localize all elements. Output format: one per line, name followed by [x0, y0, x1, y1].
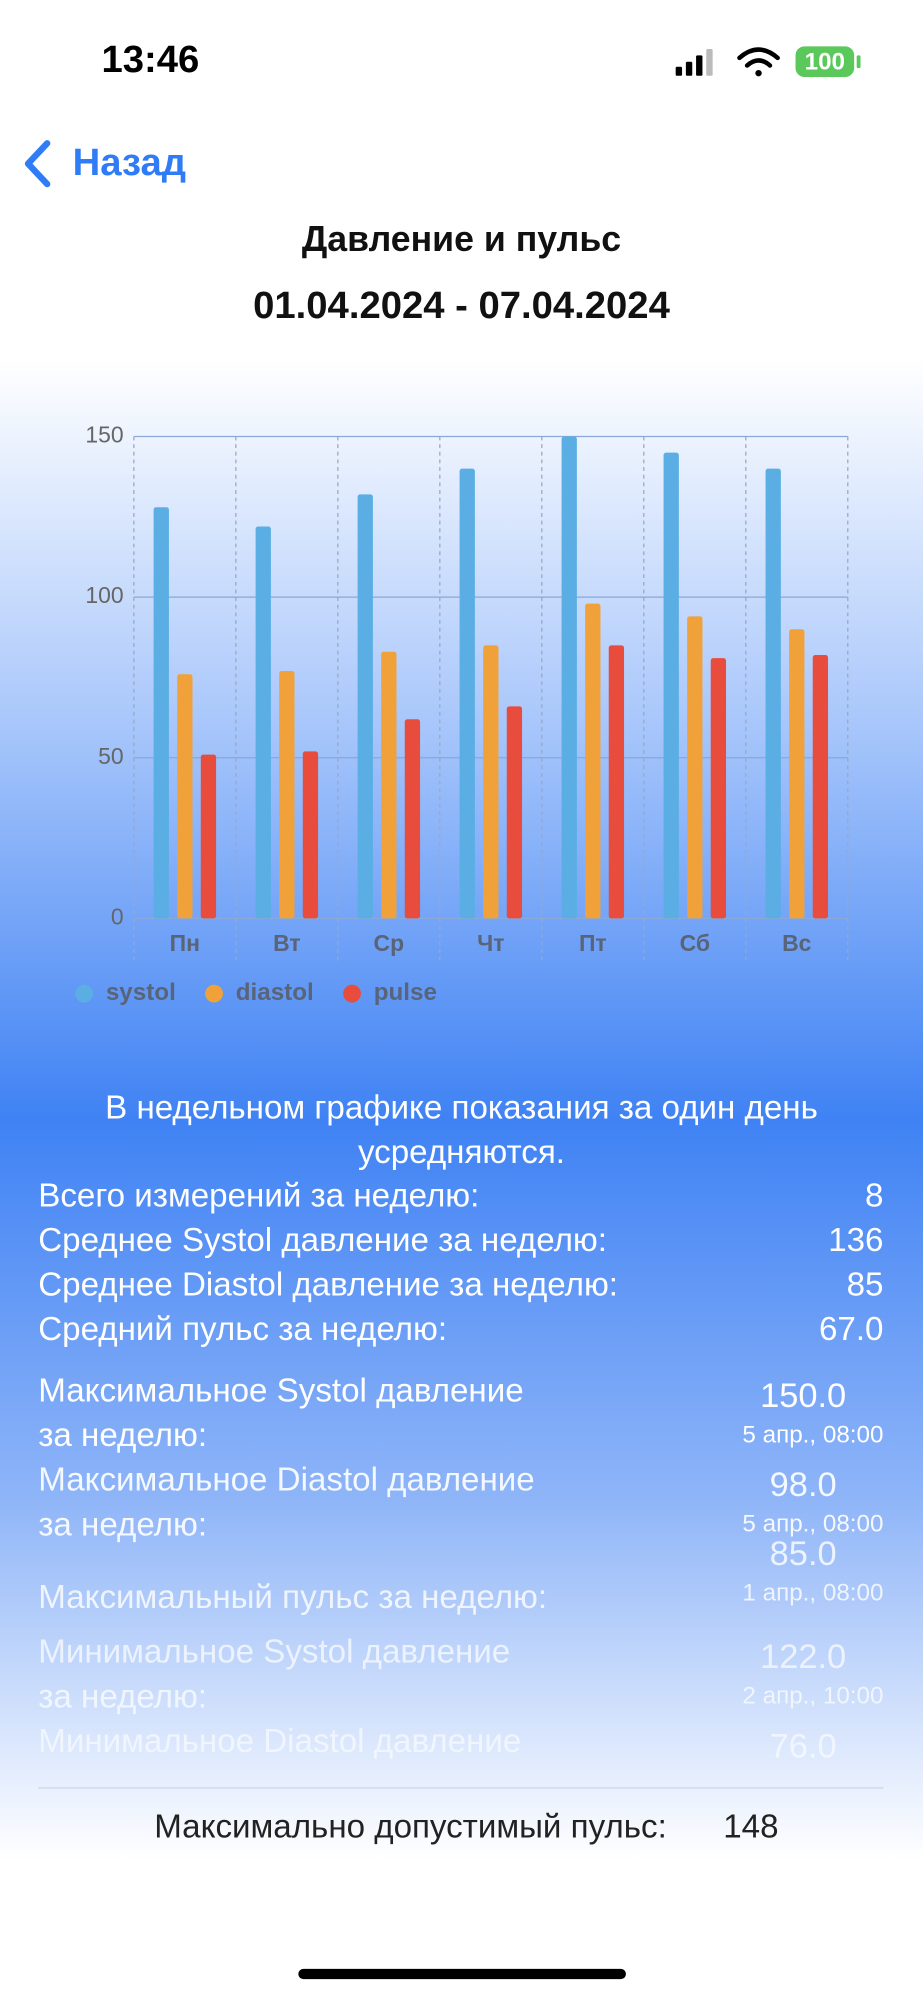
extreme-time: 5 апр., 08:00	[742, 1421, 883, 1448]
signal-icon	[675, 48, 713, 76]
battery-tip	[856, 55, 861, 69]
extreme-label: Максимальный пульс за неделю:	[38, 1579, 547, 1616]
extreme-value: 98.0	[770, 1466, 837, 1504]
subtitle: 01.04.2024 - 07.04.2024	[253, 284, 670, 327]
legend-label: diastol	[236, 979, 314, 1006]
home-indicator	[298, 1968, 626, 1980]
bar	[177, 674, 193, 919]
bar	[608, 645, 625, 919]
stat-label: Средний пульс за неделю:	[38, 1311, 447, 1348]
extreme-value: 122.0	[760, 1638, 846, 1676]
back-button[interactable]: Назад	[24, 140, 186, 188]
battery-level: 100	[805, 48, 845, 75]
legend-swatch	[75, 984, 94, 1003]
bar	[459, 468, 475, 919]
stat-label: Среднее Systol давление за неделю:	[38, 1222, 607, 1259]
bar	[153, 507, 169, 919]
clock: 13:46	[102, 38, 200, 81]
bar	[357, 494, 373, 919]
bar	[483, 645, 499, 919]
bar	[710, 658, 727, 919]
extreme-time: 5 апр., 08:00	[742, 1511, 883, 1538]
x-tick-label: Чт	[477, 930, 504, 956]
extreme-value: 76.0	[770, 1727, 837, 1765]
x-tick-label: Вс	[782, 930, 812, 956]
extreme-label: Минимальное Diastol давление	[38, 1723, 521, 1760]
stat-label: Среднее Diastol давление за неделю:	[38, 1267, 618, 1304]
note-line: В недельном графике показания за один де…	[105, 1089, 818, 1126]
bar	[255, 526, 271, 919]
extreme-value: 85.0	[770, 1535, 837, 1573]
stat-value: 85	[847, 1267, 884, 1304]
bar	[765, 468, 781, 919]
bar	[302, 751, 319, 919]
extreme-label: Максимальное Systol давление	[38, 1372, 523, 1409]
stats: В недельном графике показания за один де…	[38, 1089, 883, 1765]
extreme-label: Минимальное Systol давление	[38, 1634, 510, 1671]
bar	[200, 754, 217, 919]
y-tick-label: 50	[98, 743, 124, 769]
bar	[279, 671, 295, 919]
title: Давление и пульс	[302, 219, 621, 259]
y-tick-label: 100	[85, 582, 123, 608]
stat-value: 8	[865, 1177, 883, 1214]
stat-value: 136	[828, 1222, 883, 1259]
x-tick-label: Пн	[170, 930, 200, 956]
extreme-label: за неделю:	[38, 1506, 207, 1543]
bar	[789, 629, 805, 919]
bar	[506, 706, 523, 919]
extreme-label: за неделю:	[38, 1678, 207, 1715]
bar	[585, 603, 601, 919]
extreme-label: за неделю:	[38, 1417, 207, 1454]
y-tick-label: 0	[111, 903, 124, 929]
legend-label: systol	[106, 979, 176, 1006]
legend-swatch	[343, 984, 361, 1003]
bar	[812, 654, 829, 919]
x-tick-label: Сб	[680, 930, 710, 956]
wifi-icon	[737, 47, 780, 77]
footer-value: 148	[723, 1808, 778, 1845]
bar	[561, 436, 577, 919]
extreme-time: 1 апр., 08:00	[742, 1579, 883, 1606]
back-label[interactable]: Назад	[73, 141, 186, 184]
extreme-label: Максимальное Diastol давление	[38, 1462, 534, 1499]
legend-label: pulse	[374, 979, 437, 1006]
note-line: усредняются.	[358, 1134, 565, 1171]
footer-label: Максимально допустимый пульс:	[154, 1808, 667, 1845]
legend-swatch	[205, 984, 223, 1003]
x-tick-label: Вт	[273, 930, 301, 956]
bar	[404, 719, 421, 919]
back-chevron[interactable]	[24, 140, 51, 188]
bar	[663, 452, 679, 919]
bar	[687, 616, 703, 919]
stat-label: Всего измерений за неделю:	[38, 1177, 479, 1214]
bar	[381, 651, 397, 919]
extreme-time: 2 апр., 10:00	[742, 1683, 883, 1710]
battery	[795, 46, 855, 77]
x-tick-label: Ср	[374, 930, 405, 956]
stat-value: 67.0	[819, 1311, 883, 1348]
y-tick-label: 150	[85, 422, 123, 448]
chart: 0 50 100 150 Пн Вт Ср Чт Пт Сб Вс systol diastol puls…	[75, 422, 849, 1006]
x-tick-label: Пт	[579, 930, 607, 956]
extreme-value: 150.0	[760, 1377, 846, 1415]
